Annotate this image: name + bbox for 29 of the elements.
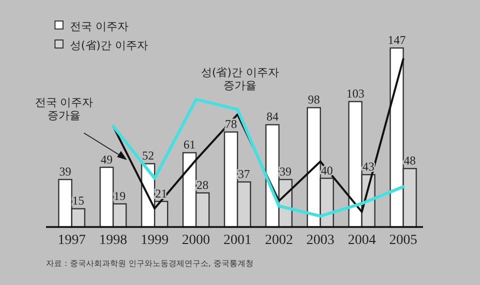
data-label: 98 — [308, 92, 320, 107]
legend-label: 전국 이주자 — [70, 20, 128, 33]
data-label: 15 — [72, 194, 84, 208]
x-tick-label: 1998 — [99, 233, 128, 248]
data-label: 28 — [196, 178, 209, 192]
x-tick-label: 2001 — [224, 233, 252, 248]
x-tick-label: 2002 — [264, 233, 293, 248]
x-tick-label: 2003 — [306, 233, 334, 248]
x-tick-label: 1999 — [140, 233, 169, 248]
data-label: 52 — [142, 148, 154, 163]
data-label: 84 — [266, 110, 278, 124]
data-label: 37 — [238, 166, 250, 181]
x-tick-label: 1997 — [58, 233, 86, 248]
data-label: 39 — [59, 164, 72, 179]
data-label: 48 — [404, 154, 416, 168]
text: 자료 : 중국사회과학원 인구와노동경제연구소, 중국통계청 — [46, 259, 254, 268]
data-label: 61 — [184, 138, 196, 152]
x-tick-label: 2004 — [348, 233, 376, 248]
data-label: 39 — [279, 164, 292, 179]
x-tick-label: 2005 — [389, 233, 418, 248]
series-label: 전국 이주자 증가율 — [34, 96, 94, 122]
data-label: 21 — [155, 186, 168, 200]
data-label: 103 — [346, 86, 364, 101]
legend-label: 성(省)간 이주자 — [70, 39, 148, 52]
data-label: 147 — [388, 33, 406, 47]
series-label: 성(省)간 이주자 증가율 — [200, 66, 280, 92]
data-label: 19 — [114, 188, 126, 203]
data-label: 49 — [100, 152, 113, 166]
x-tick-label: 2000 — [182, 233, 210, 248]
